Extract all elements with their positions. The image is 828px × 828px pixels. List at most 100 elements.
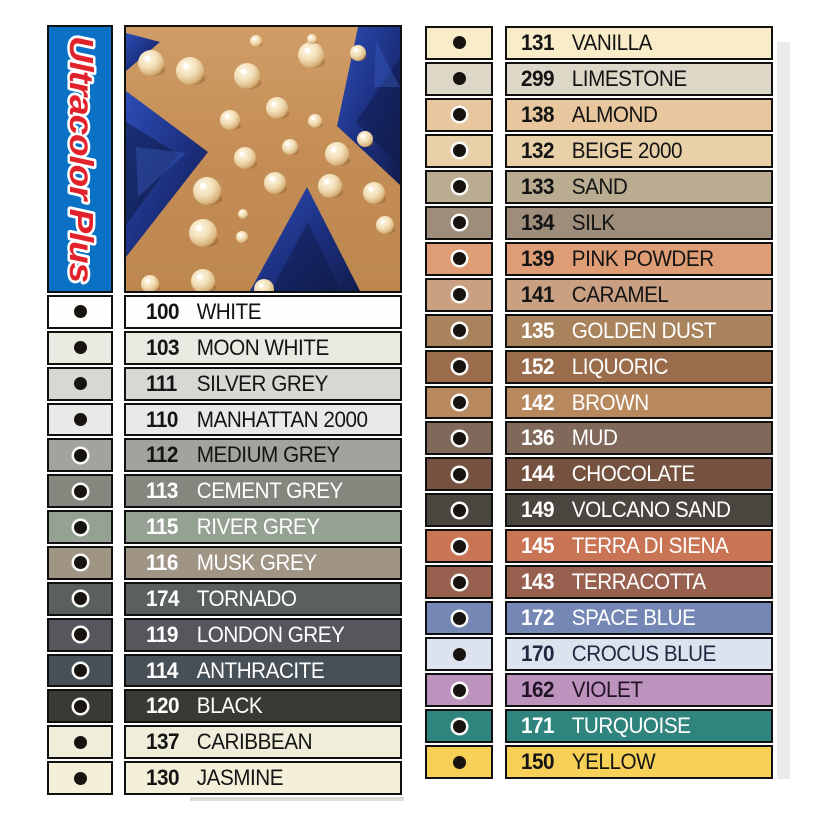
bullet-dot-icon — [73, 413, 87, 426]
bullet-dot-icon — [73, 341, 87, 355]
color-row-135: 135 GOLDEN DUST — [505, 313, 773, 348]
color-row-119: 119 LONDON GREY — [124, 617, 402, 652]
swatch-dot-cell-120 — [47, 689, 113, 724]
color-row-label: 130 JASMINE — [146, 765, 284, 791]
bullet-dot-icon — [452, 36, 466, 50]
color-name: LIMESTONE — [571, 65, 687, 91]
bullet-dot-icon — [452, 396, 466, 409]
color-code: 174 — [146, 585, 180, 611]
color-row-150: 150 YELLOW — [505, 745, 773, 780]
right-dot-column — [425, 26, 493, 780]
color-row-149: 149 VOLCANO SAND — [505, 493, 773, 528]
brand-banner-label: Ultracolor Plus — [63, 36, 100, 283]
bullet-dot-icon — [73, 735, 87, 749]
swatch-dot-cell-135 — [425, 313, 493, 348]
color-name: WHITE — [196, 298, 262, 324]
color-code: 137 — [146, 729, 180, 755]
color-row-label: 162 VIOLET — [521, 677, 643, 703]
color-row-170: 170 CROCUS BLUE — [505, 637, 773, 672]
bullet-dot-icon — [73, 448, 87, 462]
color-name: GOLDEN DUST — [571, 317, 717, 343]
brand-banner-graphic: Ultracolor Plus — [61, 34, 103, 286]
swatch-dot-cell-115 — [47, 510, 113, 545]
bullet-dot-icon — [73, 377, 87, 391]
color-name: TERRACOTTA — [571, 569, 706, 595]
color-name: VOLCANO SAND — [571, 497, 731, 523]
swatch-dot-cell-136 — [425, 421, 493, 456]
color-row-174: 174 TORNADO — [124, 581, 402, 616]
color-name: BLACK — [196, 693, 263, 719]
color-name: LONDON GREY — [196, 621, 345, 647]
color-code: 112 — [146, 442, 178, 468]
color-name: SILVER GREY — [196, 370, 329, 396]
color-row-131: 131 VANILLA — [505, 26, 773, 60]
bullet-dot-icon — [73, 592, 87, 606]
color-name: PINK POWDER — [571, 245, 714, 271]
color-row-label: 138 ALMOND — [521, 101, 658, 128]
color-code: 152 — [521, 353, 555, 379]
color-row-label: 113 CEMENT GREY — [146, 478, 343, 504]
swatch-dot-cell-174 — [47, 581, 113, 616]
color-row-label: 139 PINK POWDER — [521, 246, 714, 272]
color-row-label: 145 TERRA DI SIENA — [521, 533, 729, 559]
bullet-dot-icon — [452, 611, 466, 625]
color-name: YELLOW — [571, 749, 656, 775]
color-row-label: 133 SAND — [521, 174, 628, 200]
color-code: 111 — [146, 370, 177, 396]
color-code: 136 — [521, 425, 555, 451]
swatch-dot-cell-171 — [425, 709, 493, 744]
color-row-label: 136 MUD — [521, 425, 618, 451]
color-code: 130 — [146, 765, 180, 791]
color-code: 110 — [146, 406, 178, 432]
blue-tile-wedges — [126, 27, 400, 291]
color-row-136: 136 MUD — [505, 421, 773, 456]
bullet-dot-icon — [73, 699, 87, 713]
bullet-dot-icon — [452, 647, 466, 661]
color-row-138: 138 ALMOND — [505, 97, 773, 132]
swatch-dot-cell-144 — [425, 457, 493, 492]
bullet-dot-icon — [452, 431, 466, 445]
bullet-dot-icon — [73, 484, 87, 498]
color-row-label: 132 BEIGE 2000 — [521, 137, 683, 164]
left-swatch-column: 100 WHITE 103 MOON WHITE 111 SILVER GREY 110 MA… — [124, 295, 402, 796]
color-name: BEIGE 2000 — [571, 137, 683, 163]
color-code: 141 — [521, 281, 555, 307]
color-row-label: 170 CROCUS BLUE — [521, 641, 716, 667]
color-code: 170 — [521, 641, 555, 667]
color-row-299: 299 LIMESTONE — [505, 61, 773, 96]
swatch-dot-cell-111 — [47, 366, 113, 401]
color-row-100: 100 WHITE — [124, 295, 402, 329]
swatch-dot-cell-134 — [425, 205, 493, 240]
color-row-113: 113 CEMENT GREY — [124, 474, 402, 509]
swatch-dot-cell-138 — [425, 97, 493, 132]
bullet-dot-icon — [452, 216, 466, 230]
color-code: 144 — [521, 461, 555, 487]
color-row-label: 103 MOON WHITE — [146, 335, 329, 361]
bullet-dot-icon — [452, 467, 466, 481]
color-row-label: 131 VANILLA — [521, 30, 652, 56]
color-name: MUD — [571, 425, 618, 451]
color-code: 139 — [521, 245, 555, 271]
color-row-label: 299 LIMESTONE — [521, 66, 687, 92]
color-row-111: 111 SILVER GREY — [124, 366, 402, 401]
bullet-dot-icon — [73, 305, 87, 319]
color-name: BROWN — [571, 389, 649, 415]
color-row-label: 110 MANHATTAN 2000 — [146, 407, 368, 433]
color-row-label: 149 VOLCANO SAND — [521, 497, 731, 523]
color-row-103: 103 MOON WHITE — [124, 330, 402, 365]
color-name: ALMOND — [571, 101, 658, 127]
bullet-dot-icon — [452, 108, 466, 122]
swatch-dot-cell-141 — [425, 277, 493, 312]
color-row-label: 141 CARAMEL — [521, 281, 669, 308]
color-row-label: 100 WHITE — [146, 298, 262, 325]
swatch-dot-cell-143 — [425, 565, 493, 600]
color-row-114: 114 ANTHRACITE — [124, 653, 402, 688]
color-code: 171 — [521, 713, 555, 739]
color-row-label: 114 ANTHRACITE — [146, 657, 325, 684]
color-row-label: 112 MEDIUM GREY — [146, 442, 340, 468]
color-name: TORNADO — [196, 585, 297, 611]
bullet-dot-icon — [452, 360, 466, 374]
color-code: 114 — [146, 657, 178, 683]
color-name: CEMENT GREY — [196, 478, 344, 504]
